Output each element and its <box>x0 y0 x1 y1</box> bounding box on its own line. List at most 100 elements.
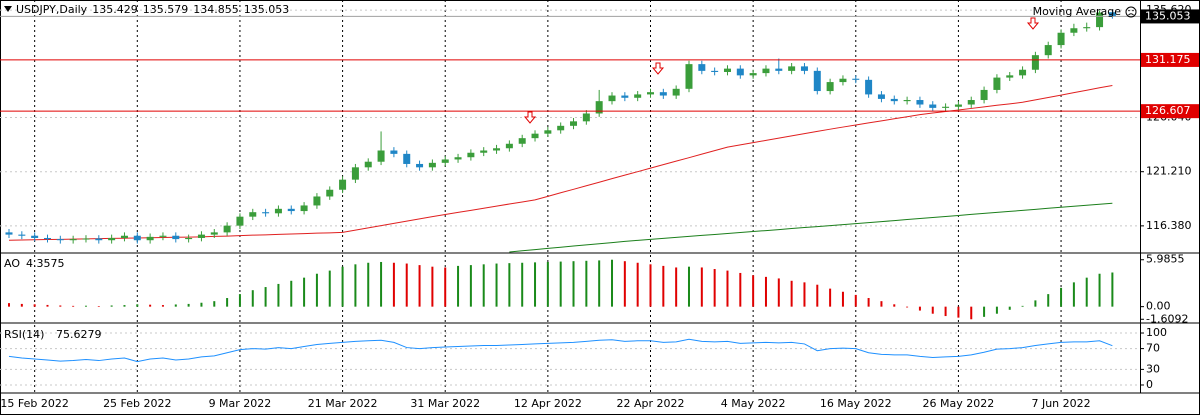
ao-bar <box>238 294 241 307</box>
ao-bar <box>944 306 947 317</box>
candle-body <box>172 235 180 240</box>
candle-body <box>711 70 719 72</box>
ao-bar <box>700 267 703 307</box>
candle-body <box>56 239 64 241</box>
ao-bar <box>46 304 49 307</box>
ao-bar <box>713 269 716 307</box>
ao-bar <box>72 305 75 307</box>
candle-body <box>1108 12 1116 17</box>
candle-body <box>262 212 270 214</box>
candle-body <box>647 92 654 95</box>
candle-body <box>531 133 539 139</box>
ao-bar <box>534 262 537 307</box>
candle-body <box>287 208 295 212</box>
x-tick-label: 31 Mar 2022 <box>410 397 480 410</box>
rsi-line <box>8 338 1113 363</box>
candle-body <box>749 73 757 76</box>
candle-body <box>788 66 796 71</box>
candle-body <box>775 68 783 71</box>
ao-bar <box>880 301 883 307</box>
ao-bar <box>611 259 614 307</box>
ao-bar <box>1060 287 1063 307</box>
ao-bar <box>790 280 793 307</box>
candle-body <box>659 92 667 96</box>
candle-body <box>929 104 937 108</box>
x-tick-label: 26 May 2022 <box>923 397 995 410</box>
candle-body <box>351 167 359 180</box>
ao-bar <box>20 303 23 307</box>
ao-bar <box>174 304 177 307</box>
y-tick-label: -1.6092 <box>1146 312 1188 325</box>
header-symbol: USDJPY,Daily <box>16 3 88 16</box>
ao-bar <box>893 304 896 307</box>
candle-body <box>95 238 103 241</box>
ao-bar <box>354 264 357 307</box>
candle-body <box>980 89 988 101</box>
x-tick-label: 7 Jun 2022 <box>1031 397 1090 410</box>
ao-bar <box>854 294 857 307</box>
candle-body <box>890 98 898 102</box>
candle-body <box>762 68 770 74</box>
ao-bar <box>867 298 870 307</box>
candle-body <box>723 68 731 72</box>
candle-body <box>31 235 39 238</box>
level-label-box <box>1141 52 1199 67</box>
candle-body <box>1083 27 1091 29</box>
ao-bar <box>687 266 690 307</box>
y-tick-label: 5.9855 <box>1146 253 1185 266</box>
ao-bar <box>623 261 626 307</box>
ao-bar <box>251 290 254 307</box>
candle-body <box>236 216 244 226</box>
candle-body <box>916 100 924 105</box>
ao-bar <box>431 266 434 307</box>
ao-bar <box>161 305 164 307</box>
candle-body <box>595 101 603 114</box>
ao-bar <box>675 267 678 307</box>
candle-body <box>1044 45 1052 56</box>
ao-bar <box>482 264 485 307</box>
candle-body <box>5 232 13 235</box>
ao-bar <box>546 261 549 307</box>
candle-body <box>339 179 347 190</box>
x-tick-label: 21 Mar 2022 <box>308 397 378 410</box>
candle-body <box>954 104 962 107</box>
candle-body <box>364 161 372 168</box>
y-tick-label: 70 <box>1146 342 1160 355</box>
x-tick-label: 9 Mar 2022 <box>209 397 272 410</box>
ao-bar <box>739 272 742 307</box>
last-price-label: 135.053 <box>1145 9 1191 22</box>
candle-body <box>698 64 706 71</box>
ao-bar <box>290 280 293 307</box>
level-label: 131.175 <box>1145 53 1191 66</box>
candle-body <box>120 235 128 238</box>
ao-bar <box>1098 273 1101 307</box>
candle-body <box>454 157 462 160</box>
ao-bar <box>764 276 767 307</box>
x-tick-label: 25 Feb 2022 <box>103 397 171 410</box>
candle-body <box>197 234 205 238</box>
ao-bar <box>649 264 652 307</box>
indicator-name: Moving Average <box>1033 5 1122 18</box>
ao-bar <box>328 270 331 307</box>
ao-bar <box>906 306 909 308</box>
ao-bar <box>777 278 780 307</box>
ao-bar <box>995 306 998 314</box>
candle-body <box>18 234 26 236</box>
candle-body <box>852 78 860 80</box>
ao-bar <box>572 261 575 307</box>
ao-bar <box>200 302 203 307</box>
candle-body <box>736 68 744 76</box>
candle-body <box>865 79 873 95</box>
sad-face-icon <box>1125 6 1137 18</box>
ao-bar <box>918 306 921 311</box>
ao-bar <box>405 263 408 307</box>
indicator-value: 4.3575 <box>26 257 65 270</box>
candle-body <box>672 88 680 96</box>
ao-bar <box>931 306 934 314</box>
ao-bar <box>598 260 601 307</box>
x-tick-label: 4 May 2022 <box>721 397 786 410</box>
candle-body <box>108 237 116 241</box>
